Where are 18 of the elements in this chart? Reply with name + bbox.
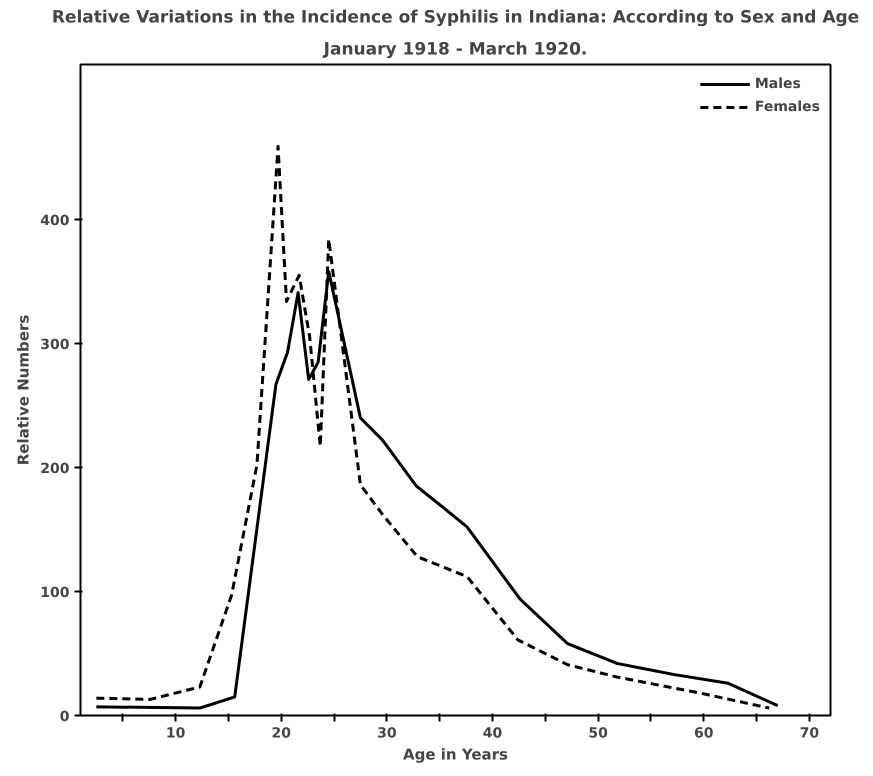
y-tick-label: 400	[40, 213, 70, 229]
y-tick-label: 200	[40, 461, 70, 477]
x-tick-label: 10	[166, 726, 186, 742]
y-tick-label: 0	[60, 709, 70, 725]
x-tick-label: 50	[588, 726, 608, 742]
x-tick-label: 60	[694, 726, 714, 742]
legend-label: Males	[754, 76, 801, 92]
y-tick-label: 300	[40, 337, 70, 353]
y-axis-title: Relative Numbers	[14, 314, 32, 466]
chart-title: Relative Variations in the Incidence of Syphilis in Indiana: According to Sex and Age	[52, 8, 860, 28]
chart-subtitle: January 1918 - March 1920.	[322, 40, 588, 60]
x-axis-title: Age in Years	[403, 746, 508, 764]
x-tick-label: 20	[271, 726, 292, 742]
x-tick-label: 30	[377, 726, 397, 742]
x-tick-label: 40	[482, 726, 502, 742]
x-tick-label: 70	[800, 726, 820, 742]
y-tick-label: 100	[40, 585, 70, 601]
legend-label: Females	[754, 99, 820, 115]
